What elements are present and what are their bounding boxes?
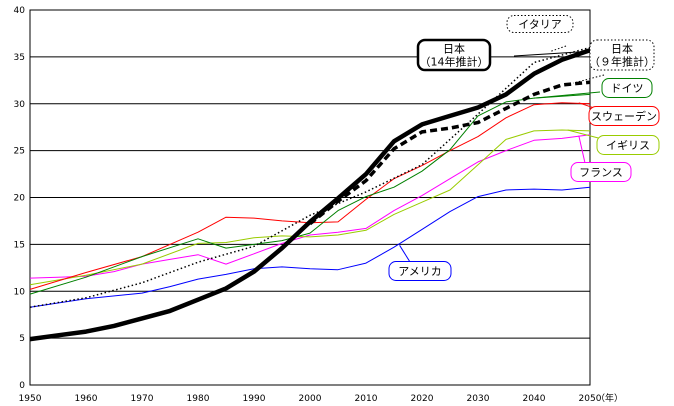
callout-label: 日本 [443,42,465,56]
series-line [29,102,591,290]
callout-label: 日本 [611,42,633,56]
x-tick-label: 2040 [523,394,546,404]
callout: 日本（14年推計） [416,38,591,72]
y-tick-label: 20 [14,194,26,204]
x-tick-label: 2010 [355,394,378,404]
y-tick-label: 10 [14,287,26,297]
x-tick-label: 1980 [187,394,210,404]
x-tick-label: 2030 [467,394,490,404]
callout: イタリア [506,15,574,52]
series-line [29,134,591,279]
callout-label: スウェーデン [591,109,657,123]
y-tick-label: 30 [14,100,26,110]
y-tick-label: 5 [19,334,25,344]
callout-box [589,39,655,71]
x-tick-label: 1990 [243,394,266,404]
callout: スウェーデン [578,102,660,126]
x-tick-label: 1960 [75,394,98,404]
callout-label: アメリカ [398,265,441,278]
callout-box [506,15,574,33]
x-tick-label: 2020 [411,394,434,404]
callout-pointer [399,245,411,263]
plot-area-frame [29,9,591,386]
callout-pointer [513,50,591,57]
callout-box [570,162,632,182]
callout-box [596,135,660,155]
callout: アメリカ [388,245,452,281]
y-tick-label: 0 [19,381,25,391]
grid-lines [30,56,590,339]
y-tick-label: 25 [14,147,25,157]
callout-box [588,106,660,126]
chart-axes [29,9,591,386]
callout-box [388,261,452,281]
callout-label: （14年推計） [420,55,489,69]
callout-label: イタリア [518,18,562,31]
callout: フランス [570,135,632,182]
callout: ドイツ [533,78,653,99]
x-tick-label: 1950 [19,394,42,404]
callout-label: （９年推計） [589,55,655,69]
x-tick-label: 1970 [131,394,154,404]
callout-label: フランス [579,166,623,179]
y-tick-label: 35 [14,53,25,63]
series-line [308,80,591,226]
callout: イギリス [567,129,660,155]
callout-box [416,38,492,72]
y-tick-labels: 0 5 10 15 20 25 30 35 40 [14,6,26,391]
series-line [29,129,591,286]
callout-pointer [578,135,586,164]
y-tick-label: 40 [14,6,26,16]
x-tick-label: 2050 [579,394,602,404]
callout-box [601,78,653,98]
x-tick-labels: 1950 1960 1970 1980 1990 2000 2010 2020 2030 2040… [19,394,602,404]
y-tick-label: 15 [14,240,25,250]
callout-label: ドイツ [611,82,644,95]
series-line [29,186,591,308]
series-callouts: イタリア日本（14年推計）日本（９年推計）ドイツスウェーデンイギリスフランスアメ… [388,15,660,281]
series-line [29,93,591,295]
callout-pointer [533,91,601,99]
callout-pointer [550,45,567,52]
callout-label: イギリス [606,139,650,152]
series-lines [29,46,591,342]
series-line [29,48,591,342]
callout: 日本（９年推計） [573,39,655,84]
series-line [29,46,591,308]
x-unit-label: （年） [596,392,623,404]
x-tick-label: 2000 [299,394,322,404]
